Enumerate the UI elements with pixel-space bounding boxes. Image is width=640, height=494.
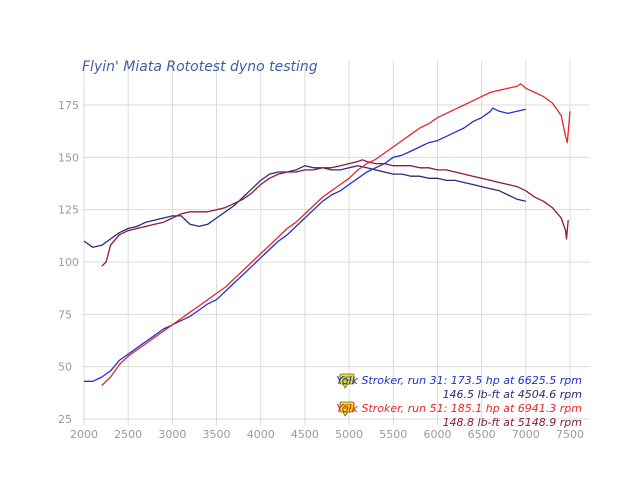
y-tick-label: 150 — [58, 151, 79, 164]
y-tick-label: 75 — [58, 308, 72, 321]
x-tick-label: 5000 — [335, 428, 363, 441]
series-line — [83, 165, 526, 248]
x-tick-label: 5500 — [379, 428, 407, 441]
legend: Yolk Stroker, run 31: 173.5 hp at 6625.5… — [336, 373, 582, 429]
y-tick-label: 50 — [58, 361, 72, 374]
note-icon — [339, 373, 355, 389]
x-tick-label: 2500 — [114, 428, 142, 441]
grid — [82, 60, 590, 425]
x-tick-label: 7000 — [512, 428, 540, 441]
legend-hp-entry: Yolk Stroker, run 51: 185.1 hp at 6941.3… — [336, 402, 582, 415]
series-line — [101, 159, 569, 267]
x-tick-label: 7500 — [556, 428, 584, 441]
legend-torque-entry: 148.8 lb-ft at 5148.9 rpm — [443, 416, 582, 429]
y-tick-label: 125 — [58, 204, 79, 217]
series-lines — [83, 83, 571, 386]
x-tick-label: 3000 — [158, 428, 186, 441]
x-tick-label: 4000 — [247, 428, 275, 441]
chart-title: Flyin' Miata Rototest dyno testing — [82, 59, 318, 75]
legend-hp-entry: Yolk Stroker, run 31: 173.5 hp at 6625.5… — [336, 374, 582, 387]
y-axis-ticks: 25 50 75 100 125 150 175 — [58, 99, 79, 426]
series-line — [101, 83, 571, 386]
y-tick-label: 175 — [58, 99, 79, 112]
x-tick-label: 3500 — [203, 428, 231, 441]
note-icon — [339, 401, 355, 417]
y-tick-label: 25 — [58, 413, 72, 426]
y-tick-label: 100 — [58, 256, 79, 269]
x-tick-label: 6500 — [468, 428, 496, 441]
series-line — [84, 107, 526, 382]
x-tick-label: 4500 — [291, 428, 319, 441]
x-tick-label: 2000 — [70, 428, 98, 441]
legend-torque-entry: 146.5 lb-ft at 4504.6 rpm — [443, 388, 582, 401]
x-axis-ticks: 2000 2500 3000 3500 4000 4500 5000 5500 6000 6500… — [70, 428, 584, 441]
x-tick-label: 6000 — [423, 428, 451, 441]
